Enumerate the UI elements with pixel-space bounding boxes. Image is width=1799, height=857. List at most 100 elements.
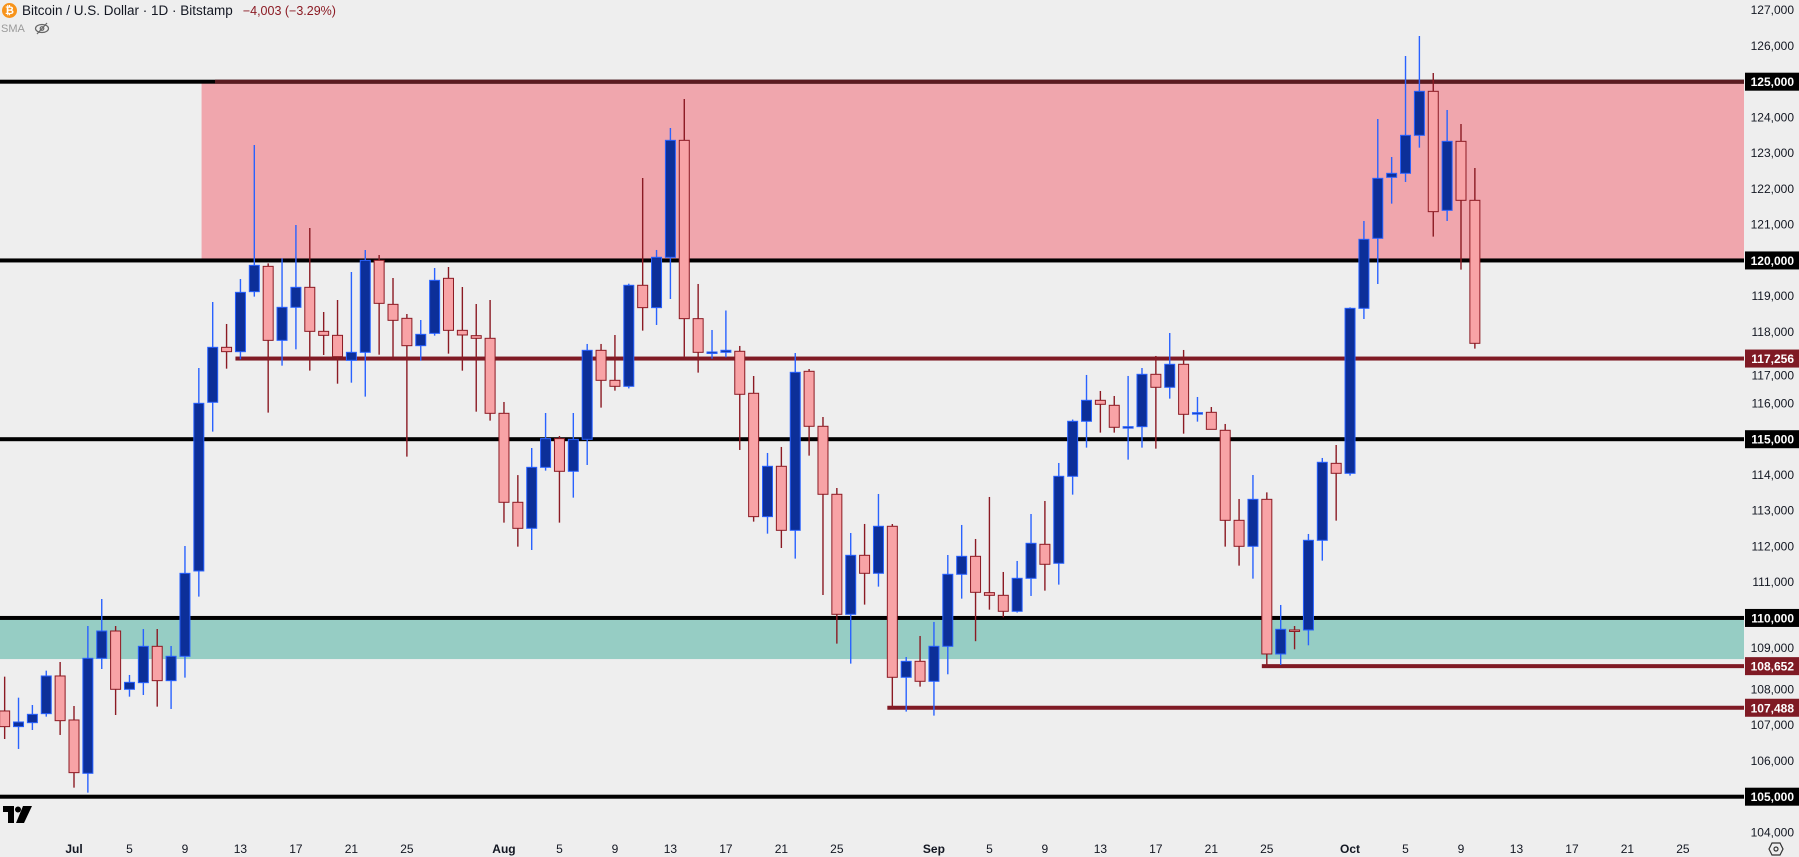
candle-body xyxy=(68,719,80,774)
y-tick-label: 122,000 xyxy=(1751,182,1795,196)
candle-09-02 xyxy=(942,554,954,675)
candle-07-25 xyxy=(401,314,413,457)
candle-body xyxy=(678,139,690,320)
level-line-107488[interactable] xyxy=(887,705,1744,710)
level-price-tag xyxy=(1745,251,1799,270)
candle-09-20 xyxy=(1191,396,1203,422)
candle-06-26 xyxy=(0,676,11,739)
candle-body xyxy=(1469,199,1481,344)
candle-08-03 xyxy=(526,447,538,550)
x-tick-label: 17 xyxy=(1149,842,1163,856)
candle-body xyxy=(1039,543,1051,565)
candle-body xyxy=(401,317,413,347)
candle-body xyxy=(567,438,579,472)
candle-body xyxy=(983,592,995,596)
candle-body xyxy=(914,660,926,682)
level-line-105000[interactable] xyxy=(0,794,1744,799)
x-tick-label: 9 xyxy=(612,842,619,856)
candle-body xyxy=(345,351,357,361)
zones-layer xyxy=(0,81,1744,660)
candle-body xyxy=(1094,399,1106,405)
eye-slash-icon[interactable] xyxy=(34,22,50,35)
candle-body xyxy=(872,525,884,574)
candle-body xyxy=(276,306,288,341)
candle-09-10 xyxy=(1053,462,1065,585)
candle-body xyxy=(1358,238,1370,309)
candle-10-08 xyxy=(1441,109,1453,221)
candle-10-05 xyxy=(1400,55,1412,182)
x-tick-label: 25 xyxy=(1676,842,1690,856)
level-price-label: 110,000 xyxy=(1751,611,1794,625)
y-tick-label: 104,000 xyxy=(1751,825,1795,839)
candle-body xyxy=(1164,363,1176,388)
price-axis[interactable]: 104,000 106,000 107,000 108,000 109,000 111,0… xyxy=(1744,0,1799,857)
candle-body xyxy=(332,334,344,358)
candle-body xyxy=(13,721,25,728)
level-price-label: 120,000 xyxy=(1751,254,1795,268)
candle-body xyxy=(1441,140,1453,211)
symbol-legend[interactable]: ₿ Bitcoin / U.S. Dollar · 1D · Bitstamp … xyxy=(2,3,336,18)
candle-06-30 xyxy=(54,661,66,735)
level-price-label: 115,000 xyxy=(1751,433,1794,447)
candle-body xyxy=(512,501,524,529)
candle-body xyxy=(526,466,538,529)
time-axis[interactable]: Jul 5 9 13 17 21 25 Aug 5 9 13 17 21 25 Sep 5 9 13 17 21 25 O… xyxy=(65,842,1690,856)
x-tick-label: 9 xyxy=(1042,842,1049,856)
tradingview-logo[interactable] xyxy=(3,806,33,823)
candle-body xyxy=(734,350,746,395)
candle-body xyxy=(0,710,11,728)
y-tick-label: 108,000 xyxy=(1751,682,1795,696)
candle-07-10 xyxy=(193,367,205,597)
candle-09-12 xyxy=(1081,374,1093,448)
level-line-120000[interactable] xyxy=(0,258,1744,263)
level-line-108652[interactable] xyxy=(1261,664,1744,669)
candle-07-23 xyxy=(373,255,385,355)
candle-body xyxy=(498,412,510,503)
level-price-label: 117,256 xyxy=(1751,352,1794,366)
candle-body xyxy=(1108,404,1120,428)
candle-09-03 xyxy=(956,524,968,599)
candle-09-15 xyxy=(1122,375,1134,460)
candle-body xyxy=(651,256,663,309)
candle-body xyxy=(1025,542,1037,579)
candle-body xyxy=(900,660,912,678)
candle-07-29 xyxy=(456,287,468,371)
candle-body xyxy=(1455,140,1467,201)
candle-07-19 xyxy=(318,312,330,356)
candle-09-27 xyxy=(1289,625,1301,650)
support-zone[interactable] xyxy=(0,617,1744,660)
candle-08-24 xyxy=(817,416,829,595)
candle-body xyxy=(942,573,954,647)
candle-09-17 xyxy=(1150,355,1162,449)
candle-body xyxy=(290,286,302,308)
candle-07-27 xyxy=(429,267,441,336)
candle-07-07 xyxy=(151,628,163,707)
y-tick-label: 123,000 xyxy=(1751,146,1795,160)
candle-body xyxy=(1150,373,1162,388)
candle-body xyxy=(664,139,676,258)
candle-09-04 xyxy=(970,538,982,642)
candle-08-20 xyxy=(762,452,773,534)
resistance-zone[interactable] xyxy=(201,81,1744,261)
indicator-legend[interactable]: SMA xyxy=(1,22,50,35)
candle-09-30 xyxy=(1330,444,1342,521)
level-price-tag xyxy=(1745,430,1799,449)
candle-body xyxy=(956,555,968,575)
level-price-tag xyxy=(1745,349,1799,368)
level-line-115000[interactable] xyxy=(0,437,1744,442)
candle-body xyxy=(748,392,760,518)
candle-08-02 xyxy=(512,475,524,547)
level-line-110000[interactable] xyxy=(0,615,1744,620)
candle-08-17 xyxy=(720,310,732,358)
candle-07-20 xyxy=(332,299,344,384)
candle-body xyxy=(692,318,704,353)
candle-body xyxy=(720,349,732,353)
level-line-117256[interactable] xyxy=(235,356,1745,361)
candle-body xyxy=(803,370,815,427)
settings-icon[interactable] xyxy=(1768,841,1784,857)
candle-body xyxy=(928,645,940,682)
candle-09-13 xyxy=(1094,390,1106,433)
y-tick-label: 124,000 xyxy=(1751,110,1795,124)
x-tick-label: 21 xyxy=(775,842,789,856)
